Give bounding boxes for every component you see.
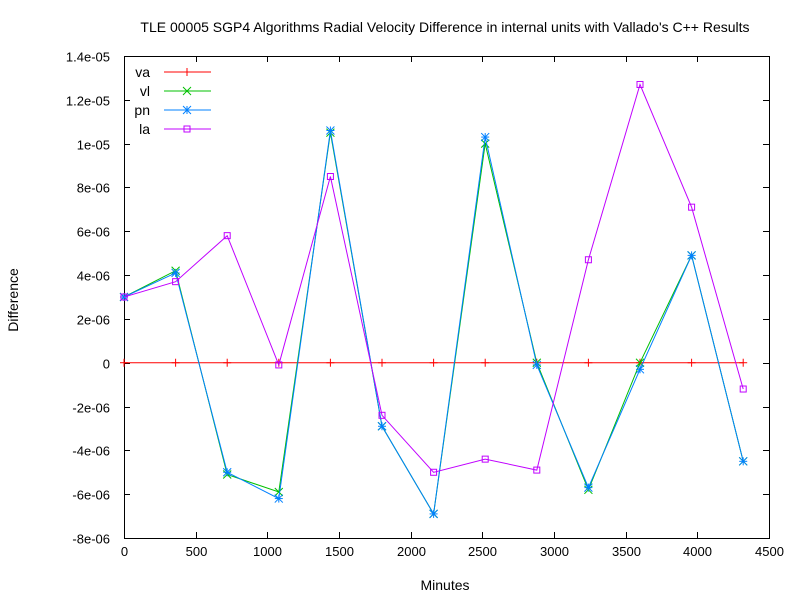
y-tick-label: 8e-06	[77, 181, 110, 196]
legend-marker-vl	[182, 86, 192, 96]
x-tick-label: 3500	[612, 544, 641, 559]
data-point-la	[223, 232, 231, 240]
data-point-va	[687, 358, 696, 367]
y-tick-label: 2e-06	[77, 313, 110, 328]
data-point-pn	[635, 364, 645, 374]
y-tick-label: 1.2e-05	[66, 94, 110, 109]
data-point-pn	[687, 251, 696, 260]
x-tick-label: 2000	[397, 544, 426, 559]
series-line-la	[123, 83, 744, 473]
data-point-pn	[377, 421, 387, 431]
data-point-la	[378, 411, 386, 419]
data-point-va	[481, 358, 490, 367]
x-axis: 0 500 1000 1500 2000 2500 3000 3500 4000 4500	[121, 56, 784, 559]
data-point-pn	[429, 509, 438, 519]
data-point-va	[739, 358, 748, 367]
data-point-va	[223, 358, 232, 367]
x-tick-label: 1500	[325, 544, 354, 559]
data-point-la	[481, 455, 489, 463]
legend-marker-la	[183, 125, 191, 133]
data-point-la	[120, 293, 128, 301]
y-tick-label: -8e-06	[72, 532, 110, 547]
data-point-pn	[584, 483, 593, 492]
y-tick-label: 6e-06	[77, 225, 110, 240]
series-pn	[119, 126, 748, 519]
legend-label-pn: pn	[134, 102, 150, 118]
data-point-vl	[274, 487, 284, 497]
y-tick-label: -6e-06	[72, 488, 110, 503]
data-point-la	[636, 80, 644, 88]
data-point-vl	[480, 139, 490, 148]
data-point-pn	[532, 360, 542, 370]
y-tick-label: -2e-06	[72, 401, 110, 416]
data-point-pn	[171, 268, 180, 278]
data-point-la	[739, 385, 747, 393]
x-tick-label: 0	[121, 544, 128, 559]
data-point-va	[326, 358, 335, 367]
legend-label-va: va	[135, 64, 150, 80]
x-tick-label: 1000	[253, 544, 282, 559]
data-point-va	[171, 358, 180, 367]
x-tick-label: 4500	[755, 544, 784, 559]
legend-label-la: la	[139, 121, 150, 137]
x-tick-label: 500	[186, 544, 208, 559]
chart-title: TLE 00005 SGP4 Algorithms Radial Velocit…	[140, 19, 749, 35]
legend: va vl pn la	[134, 64, 211, 137]
x-tick-label: 2500	[468, 544, 497, 559]
data-point-la	[688, 203, 696, 211]
x-axis-label: Minutes	[420, 577, 469, 593]
y-tick-label: -4e-06	[72, 444, 110, 459]
data-point-vl	[635, 358, 645, 368]
data-point-va	[584, 358, 593, 367]
y-tick-label: 1e-05	[77, 138, 110, 153]
x-tick-label: 4000	[683, 544, 712, 559]
data-point-pn	[326, 126, 335, 135]
x-tick-label: 3000	[540, 544, 569, 559]
data-point-la	[533, 466, 541, 474]
series-layer	[119, 80, 748, 519]
data-point-pn	[480, 132, 490, 142]
data-point-la	[326, 173, 334, 180]
y-tick-label: 0	[103, 357, 110, 372]
y-tick-label: 4e-06	[77, 269, 110, 284]
y-axis-label: Difference	[5, 268, 21, 332]
data-point-la	[584, 256, 592, 264]
legend-marker-pn	[182, 105, 192, 115]
y-tick-label: 1.4e-05	[66, 50, 110, 65]
data-point-va	[429, 358, 438, 367]
y-axis: -8e-06 -6e-06 -4e-06 -2e-06 0 2e-06 4e-06 6e-06…	[66, 50, 769, 547]
series-vl	[119, 128, 748, 519]
data-point-pn	[274, 494, 284, 503]
series-line-vl	[123, 132, 744, 516]
legend-label-vl: vl	[140, 83, 150, 99]
data-point-la	[430, 468, 438, 476]
data-point-pn	[222, 467, 232, 477]
series-va	[120, 358, 748, 367]
data-point-la	[172, 278, 180, 286]
data-point-pn	[738, 456, 748, 466]
legend-marker-va	[183, 68, 191, 76]
series-line-pn	[123, 130, 744, 516]
data-point-va	[120, 358, 128, 367]
series-la	[120, 80, 747, 476]
data-point-la	[275, 361, 283, 369]
data-point-va	[378, 358, 386, 367]
